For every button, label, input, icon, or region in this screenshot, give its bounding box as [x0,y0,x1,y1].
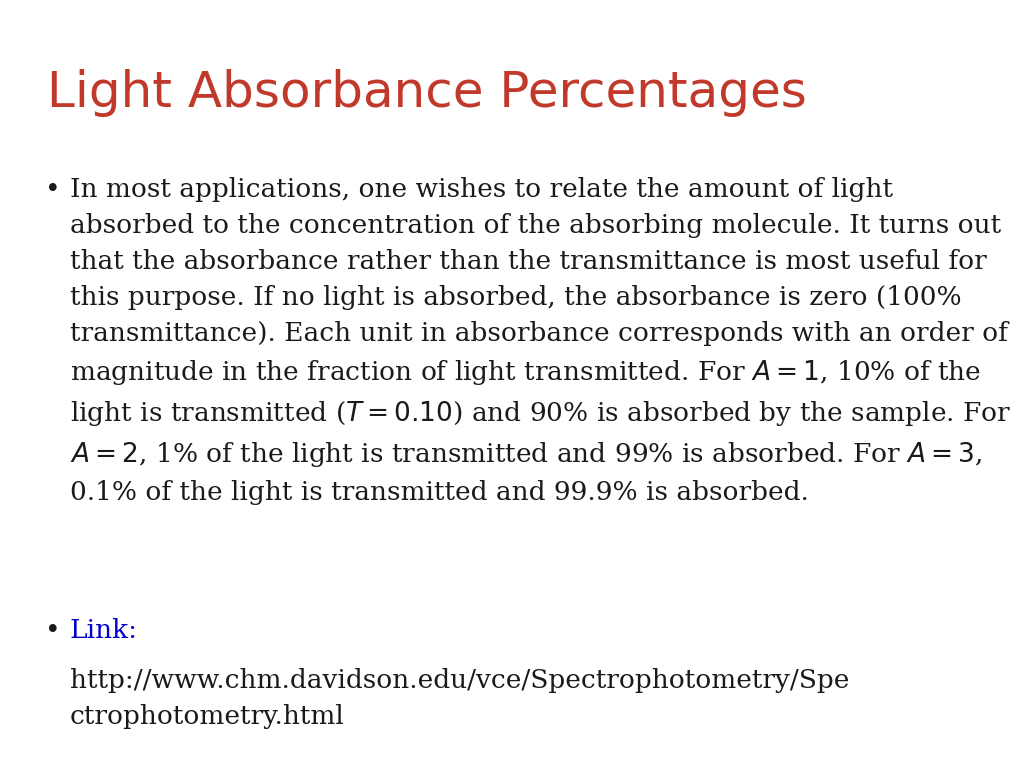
Text: Light Absorbance Percentages: Light Absorbance Percentages [46,69,807,118]
Text: http://www.chm.davidson.edu/vce/Spectrophotometry/Spe
ctrophotometry.html: http://www.chm.davidson.edu/vce/Spectrop… [70,668,849,729]
Text: In most applications, one wishes to relate the amount of light absorbed to the c: In most applications, one wishes to rela… [70,177,1012,505]
Text: •: • [45,618,60,644]
Text: Link:: Link: [70,618,138,644]
Text: •: • [45,177,60,203]
